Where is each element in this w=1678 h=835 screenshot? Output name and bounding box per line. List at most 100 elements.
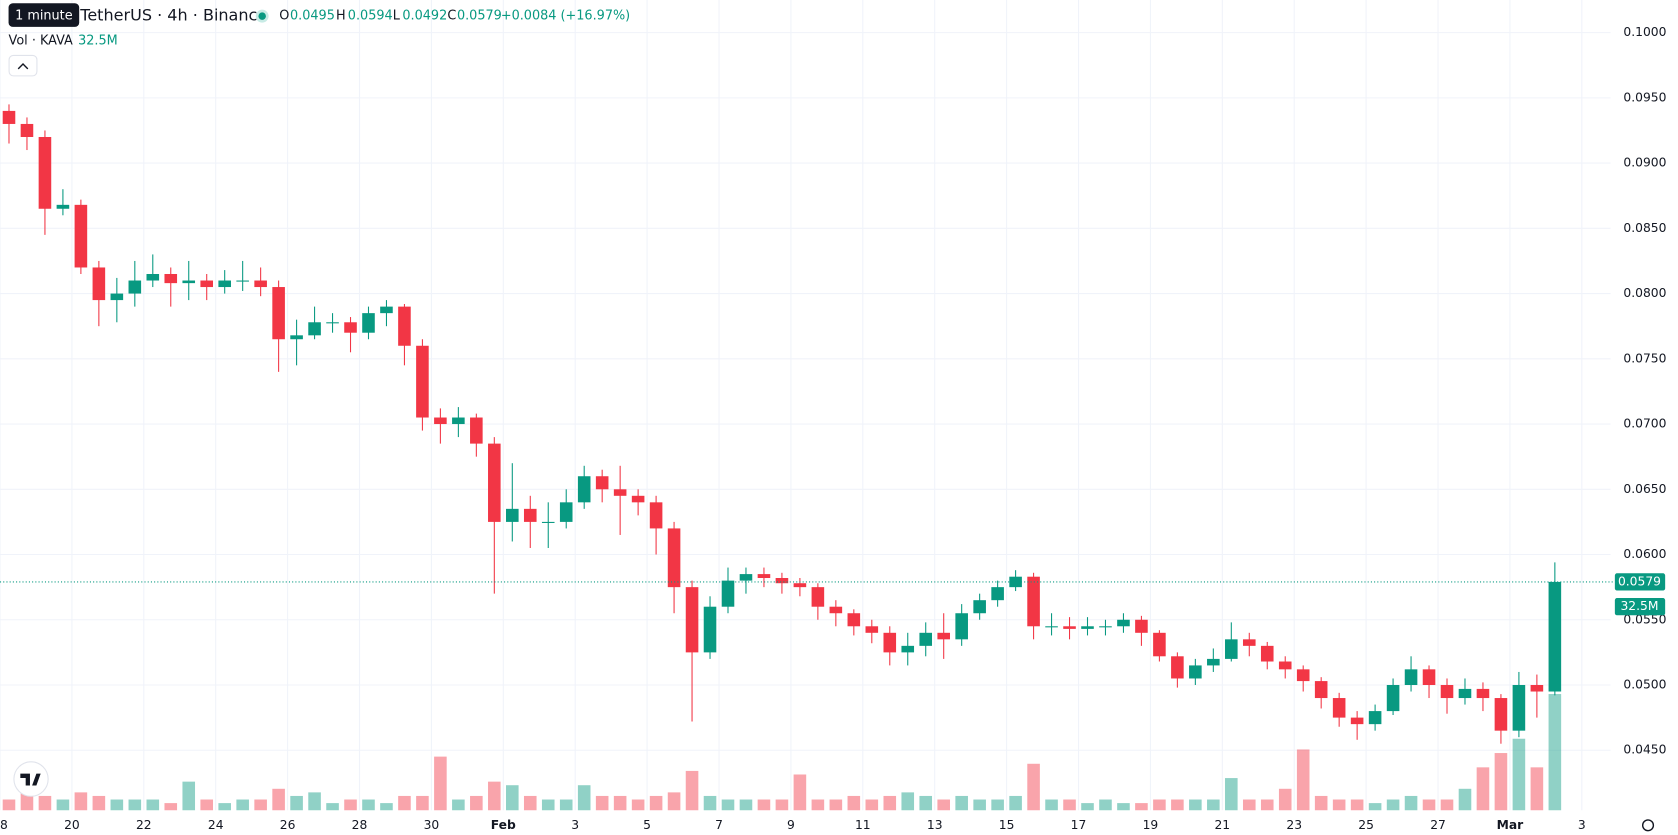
symbol-title[interactable]: TetherUS · 4h · Binance: [79, 6, 267, 25]
candle-body: [919, 632, 933, 646]
candle-body: [1009, 576, 1022, 588]
volume-bar: [146, 799, 160, 811]
candle-body: [452, 417, 465, 425]
x-tick-label: 21: [1214, 818, 1230, 832]
x-tick-label: 3: [1578, 818, 1586, 832]
y-tick-label: 0.0450: [1623, 743, 1666, 757]
volume-bar: [721, 799, 735, 811]
x-tick-label: 13: [927, 818, 943, 832]
candle-body: [793, 583, 807, 588]
ohlc-value: 0.0594: [348, 9, 393, 24]
volume-bar: [829, 799, 843, 811]
candle-body: [290, 335, 303, 340]
y-tick-label: 0.0900: [1623, 156, 1666, 170]
volume-bar: [1260, 799, 1274, 811]
volume-bar: [631, 799, 645, 811]
candle-body: [685, 587, 699, 653]
candle-body: [308, 322, 321, 336]
candle-body: [1512, 684, 1526, 731]
candle-body: [757, 574, 771, 579]
volume-bar: [1494, 753, 1508, 811]
volume-bar: [1117, 803, 1130, 811]
candle-body: [973, 600, 986, 614]
y-tick-label: 0.1000: [1623, 25, 1666, 39]
volume-bar: [1153, 799, 1166, 811]
ohlc-label: L: [393, 9, 401, 24]
candle-body: [1099, 626, 1112, 628]
logo-badge[interactable]: [13, 761, 49, 797]
volume-bar: [1278, 788, 1292, 811]
tooltip: 1 minute: [15, 9, 73, 24]
volume-bar: [38, 795, 52, 811]
candle-body: [1045, 626, 1058, 628]
volume-badge: [1614, 598, 1666, 616]
y-tick-label: 0.0800: [1623, 286, 1666, 300]
candle-body: [1530, 684, 1544, 692]
volume-bar: [1512, 738, 1526, 811]
volume-bar: [398, 795, 411, 811]
volume-title: Vol · KAVA: [9, 33, 73, 48]
candle-body: [254, 280, 267, 288]
volume-bar: [1207, 799, 1220, 811]
volume-bar: [1548, 694, 1562, 811]
candle-body: [218, 280, 231, 288]
volume-bar: [164, 803, 178, 811]
candle-body: [847, 613, 861, 627]
price-badge: [1614, 573, 1666, 591]
ohlc-value: 0.0495: [290, 9, 335, 24]
candle-body: [631, 495, 645, 503]
volume-bar: [1368, 803, 1382, 811]
candle-body: [1207, 658, 1220, 666]
candle-body: [128, 280, 142, 294]
volume-bar: [272, 788, 285, 811]
volume-bar: [757, 799, 771, 811]
ohlc-value: 0.0492: [402, 9, 447, 24]
tooltip-box: [8, 3, 80, 27]
axes: 0.1000 0.0950 0.0900 0.0850 0.0800 0.0750 0.07…: [0, 25, 1667, 832]
candle-body: [146, 273, 160, 281]
candle-body: [1350, 717, 1364, 725]
volume-bar: [1242, 799, 1256, 811]
volume-bar: [739, 799, 753, 811]
y-tick-label: 0.0600: [1623, 547, 1666, 561]
volume-bar: [92, 795, 106, 811]
candle-body: [883, 632, 897, 653]
volume-bar: [541, 799, 555, 811]
x-tick-label: 3: [571, 818, 579, 832]
candle-body: [92, 267, 106, 301]
volume-bar: [1404, 795, 1418, 811]
candle-body: [1027, 576, 1040, 627]
volume-bar: [110, 799, 124, 811]
ohlc-label: H: [336, 9, 346, 24]
candle-body: [416, 345, 429, 418]
candle-body: [937, 632, 950, 640]
volume-bar: [991, 799, 1004, 811]
volume-bar: [667, 792, 681, 811]
volume-bar: [577, 785, 591, 811]
volume-bar: [523, 795, 537, 811]
volume-value: 32.5M: [78, 33, 118, 48]
volume-label: 32.5M: [1620, 599, 1658, 613]
collapse-button[interactable]: [8, 54, 38, 77]
volume-bar: [1081, 803, 1094, 811]
volume-layer: [2, 694, 1562, 811]
volume-bar: [1189, 799, 1202, 811]
logo: [20, 773, 41, 786]
volume-bar: [1476, 767, 1490, 811]
candle-body: [74, 204, 88, 268]
candle-body: [667, 528, 681, 588]
volume-bar: [56, 799, 70, 811]
volume-bar: [613, 795, 627, 811]
volume-bar: [775, 799, 789, 811]
candle-body: [829, 606, 843, 614]
candle-body: [577, 476, 591, 503]
volume-bar: [1440, 799, 1454, 811]
candle-body: [955, 613, 968, 640]
candle-body: [362, 313, 375, 333]
x-tick-label: 28: [352, 818, 368, 832]
volume-bar: [362, 799, 375, 811]
x-tick-label: 27: [1430, 818, 1446, 832]
candle-body: [1548, 581, 1562, 692]
settings-button[interactable]: [1641, 819, 1655, 832]
candle-body: [1476, 688, 1490, 699]
